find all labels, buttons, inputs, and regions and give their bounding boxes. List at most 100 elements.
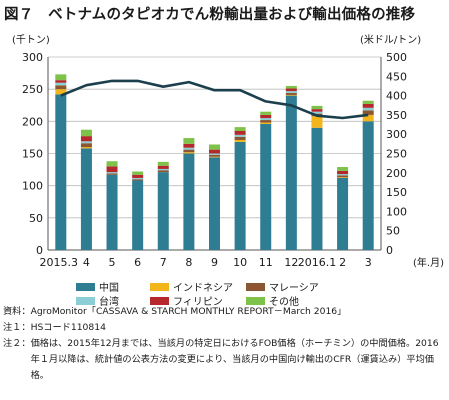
y-left-tick-label: 100 xyxy=(22,180,43,193)
x-tick-label: 10 xyxy=(233,256,247,269)
bar-segment xyxy=(106,161,118,167)
x-tick-label: 8 xyxy=(185,256,192,269)
bar-segment xyxy=(183,149,195,153)
x-tick-label: 4 xyxy=(83,256,90,269)
x-tick-label: 9 xyxy=(211,256,218,269)
y-right-tick-label: 50 xyxy=(386,225,400,238)
x-tick-label: 7 xyxy=(160,256,167,269)
bar-segment xyxy=(209,144,220,150)
bar-segment xyxy=(285,93,297,95)
bar-segment xyxy=(234,139,246,142)
bar-segment xyxy=(183,152,195,154)
legend-swatch xyxy=(76,296,95,305)
bar-segment xyxy=(337,167,349,171)
bar-segment xyxy=(209,149,220,154)
note-source-label: 資料： xyxy=(3,306,31,317)
y-right-tick-label: 350 xyxy=(386,109,407,122)
legend-item: フィリピン xyxy=(150,293,223,308)
note-2-text: 価格は、2015年12月までは、当該月の特定日におけるFOB価格（ホーチミン）の… xyxy=(30,338,439,381)
chart-title: 図７ ベトナムのタピオカでん粉輸出量および輸出価格の推移 xyxy=(4,7,416,23)
y-left-unit: (千トン) xyxy=(12,34,50,46)
bar-segment xyxy=(260,114,272,119)
bar-segment xyxy=(55,74,67,81)
bar-segment xyxy=(234,127,246,131)
bar-segment xyxy=(55,89,67,95)
x-tick-label: 12 xyxy=(284,256,298,269)
bar-segment xyxy=(157,172,169,250)
y-right-tick-label: 300 xyxy=(386,128,407,141)
y-left-tick-label: 250 xyxy=(22,83,43,96)
y-left-tick-label: 150 xyxy=(22,148,43,161)
legend-item: インドネシア xyxy=(150,279,233,294)
bar-segment xyxy=(106,174,118,250)
bar-segment xyxy=(183,153,195,250)
bar-segment xyxy=(260,122,272,124)
bar-segment xyxy=(55,80,67,83)
bar-segment xyxy=(362,121,374,250)
bar-segment xyxy=(209,154,220,157)
bar-segment xyxy=(80,147,92,149)
legend-label: 中国 xyxy=(99,283,119,294)
note-1-label: 注１： xyxy=(3,322,31,333)
bar-segment xyxy=(337,174,349,176)
note-source-text: AgroMonitor「CASSAVA & STARCH MONTHLY REP… xyxy=(30,306,347,317)
note-2-label: 注２： xyxy=(3,338,31,349)
legend-swatch xyxy=(150,296,169,305)
bar-segment xyxy=(132,180,144,250)
note-source: 資料： AgroMonitor「CASSAVA & STARCH MONTHLY… xyxy=(3,304,443,320)
note-1: 注１： HSコード110814 xyxy=(3,320,443,336)
x-tick-label: 6 xyxy=(134,256,141,269)
x-tick-label: 2015.3 xyxy=(40,256,79,269)
bar-segment xyxy=(157,165,169,169)
y-right-tick-label: 100 xyxy=(386,205,407,218)
bar-segment xyxy=(132,179,144,181)
legend-label: 台湾 xyxy=(99,297,119,308)
y-left-tick-label: 200 xyxy=(22,115,43,128)
legend-label: インドネシア xyxy=(173,283,233,294)
y-left-tick-label: 300 xyxy=(22,51,43,64)
y-right-tick-label: 0 xyxy=(386,244,393,257)
legend-label: その他 xyxy=(269,297,299,308)
bar-segment xyxy=(157,161,169,166)
bar-segment xyxy=(132,171,144,175)
y-right-tick-label: 150 xyxy=(386,186,407,199)
y-right-unit: (米ドル/トン) xyxy=(360,33,421,46)
x-tick-label: 2 xyxy=(339,256,346,269)
bar-segment xyxy=(337,175,349,178)
bar-segment xyxy=(183,138,195,144)
legend-item: 中国 xyxy=(76,279,119,294)
bar-segment xyxy=(80,148,92,250)
bar-segment xyxy=(362,110,374,115)
bar-segment xyxy=(80,129,92,137)
bar-segment xyxy=(234,141,246,250)
bar-segment xyxy=(285,91,297,94)
bar-segment xyxy=(337,177,349,178)
bar-segment xyxy=(55,94,67,251)
legend-swatch xyxy=(150,282,169,291)
chart-svg: 0 50 100 150 200 250 300 0 50 100 150 200 250 300 350 4… xyxy=(12,33,444,269)
y-right-tick-label: 450 xyxy=(386,70,407,83)
bar-segment xyxy=(80,136,92,142)
bar-segment xyxy=(285,85,297,89)
bar-segment xyxy=(132,174,144,178)
bar-segment xyxy=(234,136,246,140)
bar-segment xyxy=(260,111,272,115)
bar-segment xyxy=(80,143,92,148)
bar-segment xyxy=(157,170,169,173)
y-right-tick-label: 200 xyxy=(386,167,407,180)
legend-label: マレーシア xyxy=(269,283,319,294)
y-left-tick-label: 50 xyxy=(29,212,43,225)
bar-segment xyxy=(285,88,297,92)
legend-label: フィリピン xyxy=(173,297,223,308)
bar-segment xyxy=(132,177,144,180)
bar-segment xyxy=(311,111,323,114)
bar-segment xyxy=(362,100,374,104)
bar-segment xyxy=(209,153,220,155)
bar-segment xyxy=(55,82,67,86)
legend-item: マレーシア xyxy=(246,279,319,294)
note-2: 注２： 価格は、2015年12月までは、当該月の特定日におけるFOB価格（ホーチ… xyxy=(3,336,443,384)
bar-segment xyxy=(337,177,349,250)
x-tick-label: 3 xyxy=(365,256,372,269)
bar-segment xyxy=(311,127,323,250)
y-right-tick-label: 400 xyxy=(386,90,407,103)
